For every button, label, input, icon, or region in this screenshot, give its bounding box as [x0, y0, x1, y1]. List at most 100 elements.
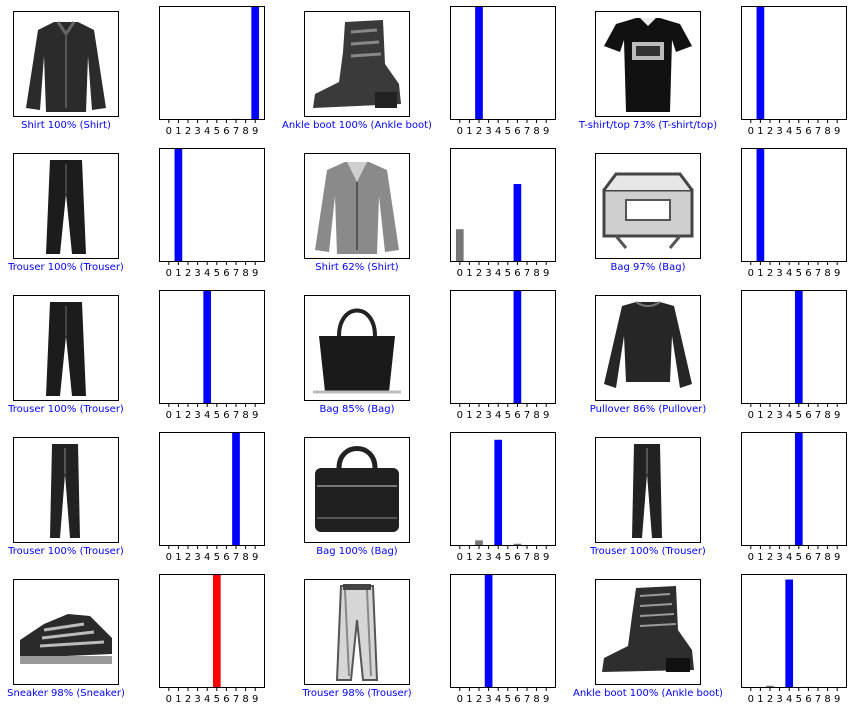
x-tick-label-0: 0 — [457, 552, 463, 563]
x-tick-label-1: 1 — [466, 552, 472, 563]
trouser-light-icon — [335, 584, 379, 681]
x-tick-label-5: 5 — [796, 694, 802, 705]
x-tick-label-0: 0 — [748, 126, 754, 137]
bar-6 — [513, 184, 522, 262]
x-tick-label-4: 4 — [786, 552, 792, 563]
x-tick-label-6: 6 — [223, 410, 229, 421]
axes-frame — [741, 6, 847, 120]
bar-2 — [475, 7, 483, 120]
prediction-caption-2: Ankle boot 100% (Ankle boot) — [282, 120, 432, 131]
x-tick-label-4: 4 — [204, 694, 210, 705]
x-tick-label-6: 6 — [514, 552, 520, 563]
x-tick-label-0: 0 — [166, 410, 172, 421]
prediction-caption-6: Bag 97% (Bag) — [610, 262, 686, 273]
tshirt-icon — [604, 18, 692, 112]
x-tick-label-5: 5 — [505, 694, 511, 705]
x-tick-label-3: 3 — [194, 126, 200, 137]
bar-9 — [251, 7, 260, 120]
x-tick-label-4: 4 — [495, 410, 501, 421]
x-tick-label-3: 3 — [776, 552, 782, 563]
x-tick-label-6: 6 — [223, 126, 229, 137]
x-tick-label-2: 2 — [767, 694, 773, 705]
x-tick-label-4: 4 — [495, 694, 501, 705]
bar-5 — [794, 433, 803, 546]
axes-frame — [450, 432, 556, 546]
prediction-caption-8: Bag 85% (Bag) — [319, 404, 395, 415]
x-tick-label-5: 5 — [505, 126, 511, 137]
axes-frame — [741, 574, 847, 688]
x-tick-label-8: 8 — [824, 410, 830, 421]
x-tick-label-4: 4 — [786, 126, 792, 137]
x-tick-label-6: 6 — [223, 694, 229, 705]
prediction-caption-12: Trouser 100% (Trouser) — [590, 546, 706, 557]
x-tick-label-6: 6 — [805, 410, 811, 421]
x-tick-label-0: 0 — [748, 268, 754, 279]
shirt-icon — [26, 21, 106, 112]
x-tick-label-3: 3 — [776, 126, 782, 137]
x-tick-label-9: 9 — [543, 410, 549, 421]
x-tick-label-2: 2 — [185, 552, 191, 563]
item-image-3 — [595, 11, 701, 117]
x-tick-label-6: 6 — [805, 694, 811, 705]
x-tick-label-5: 5 — [214, 126, 220, 137]
x-tick-label-3: 3 — [485, 126, 491, 137]
prediction-caption-1: Shirt 100% (Shirt) — [21, 120, 111, 131]
x-tick-label-1: 1 — [175, 268, 181, 279]
x-tick-label-6: 6 — [223, 552, 229, 563]
trouser-thin-icon — [50, 444, 80, 538]
x-tick-label-4: 4 — [204, 552, 210, 563]
prediction-caption-14: Trouser 98% (Trouser) — [302, 688, 412, 699]
bar-6 — [513, 291, 522, 404]
bar-1 — [756, 7, 765, 120]
x-tick-label-9: 9 — [834, 410, 840, 421]
prediction-caption-5: Shirt 62% (Shirt) — [315, 262, 399, 273]
x-tick-label-2: 2 — [185, 694, 191, 705]
x-tick-label-3: 3 — [194, 694, 200, 705]
x-tick-label-2: 2 — [767, 552, 773, 563]
x-tick-label-1: 1 — [466, 268, 472, 279]
x-tick-label-3: 3 — [194, 552, 200, 563]
x-tick-label-6: 6 — [805, 126, 811, 137]
ankle-boot-lace-icon — [602, 586, 694, 672]
sneaker-icon — [20, 614, 112, 664]
x-tick-label-6: 6 — [514, 126, 520, 137]
x-tick-label-8: 8 — [533, 268, 539, 279]
x-tick-label-7: 7 — [233, 694, 239, 705]
x-tick-label-5: 5 — [505, 268, 511, 279]
x-tick-label-0: 0 — [166, 694, 172, 705]
item-image-14 — [304, 579, 410, 685]
trouser-thin-icon — [632, 444, 662, 538]
axes-frame — [450, 6, 556, 120]
item-image-6 — [595, 153, 701, 259]
x-tick-label-9: 9 — [252, 410, 258, 421]
bar-5 — [794, 291, 803, 404]
x-tick-label-5: 5 — [214, 410, 220, 421]
axes-frame — [741, 148, 847, 262]
bag-tote-icon — [313, 308, 401, 394]
x-tick-label-9: 9 — [834, 694, 840, 705]
x-tick-label-0: 0 — [457, 410, 463, 421]
x-tick-label-8: 8 — [824, 126, 830, 137]
x-tick-label-0: 0 — [457, 126, 463, 137]
ankle-boot-icon — [313, 20, 401, 108]
x-tick-label-4: 4 — [786, 410, 792, 421]
x-tick-label-2: 2 — [476, 268, 482, 279]
x-tick-label-5: 5 — [796, 410, 802, 421]
x-tick-label-0: 0 — [748, 410, 754, 421]
x-tick-label-7: 7 — [524, 126, 530, 137]
x-tick-label-0: 0 — [748, 694, 754, 705]
x-tick-label-8: 8 — [242, 694, 248, 705]
x-tick-label-5: 5 — [214, 268, 220, 279]
x-tick-label-9: 9 — [543, 552, 549, 563]
x-tick-label-3: 3 — [776, 268, 782, 279]
prediction-caption-15: Ankle boot 100% (Ankle boot) — [573, 688, 723, 699]
x-tick-label-0: 0 — [457, 694, 463, 705]
x-tick-label-3: 3 — [485, 694, 491, 705]
